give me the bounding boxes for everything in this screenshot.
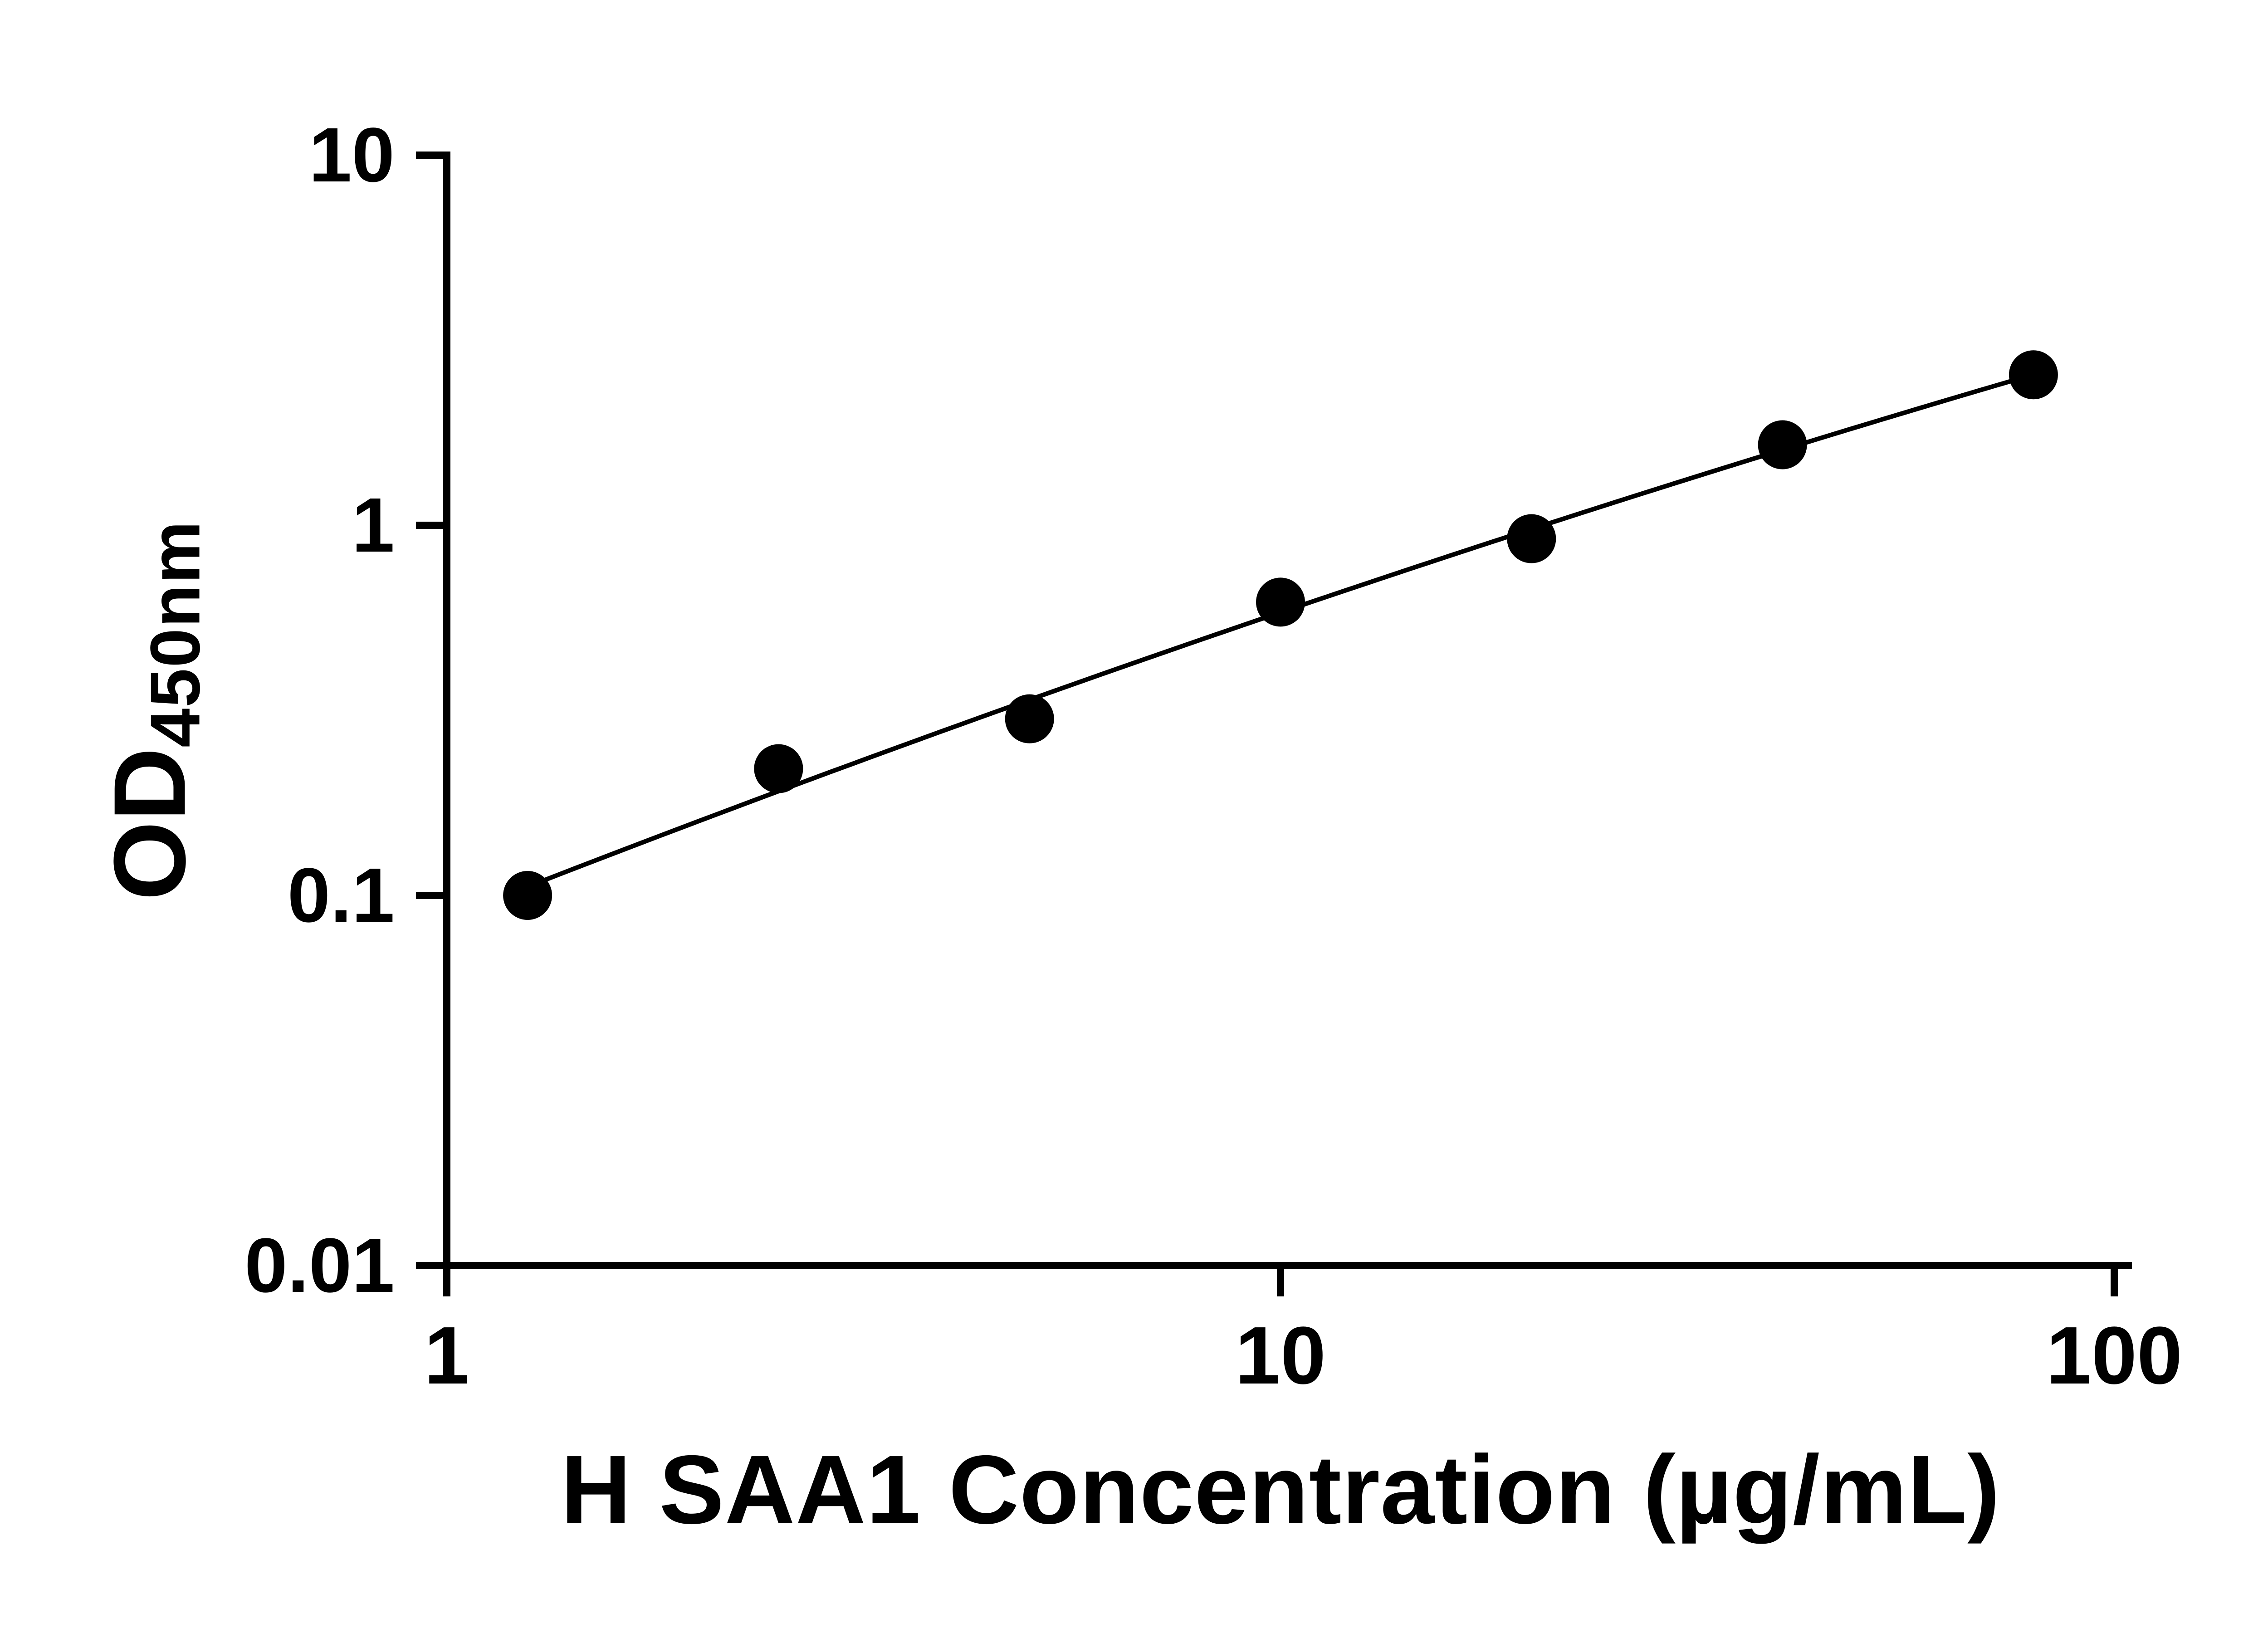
x-tick-label: 1 — [424, 1310, 469, 1401]
data-point — [1758, 420, 1807, 469]
y-tick-label: 0.01 — [244, 1222, 395, 1309]
x-axis-title: H SAA1 Concentration (µg/mL) — [561, 1435, 2000, 1544]
x-tick-label: 100 — [2046, 1310, 2182, 1401]
y-tick-label: 10 — [309, 112, 395, 198]
y-tick-label: 0.1 — [288, 852, 395, 939]
data-point — [2009, 350, 2058, 400]
data-point — [503, 871, 552, 920]
y-tick-label: 1 — [352, 482, 395, 568]
data-point — [1507, 514, 1556, 563]
data-point — [1005, 694, 1054, 743]
data-point — [754, 744, 803, 793]
y-axis-title-main: OD — [92, 747, 207, 901]
y-axis-title: OD450nm — [91, 520, 215, 901]
data-point — [1256, 577, 1305, 627]
trend-line — [525, 372, 2036, 889]
x-tick-label: 10 — [1235, 1310, 1326, 1401]
y-axis-title-subscript: 450nm — [136, 520, 215, 748]
